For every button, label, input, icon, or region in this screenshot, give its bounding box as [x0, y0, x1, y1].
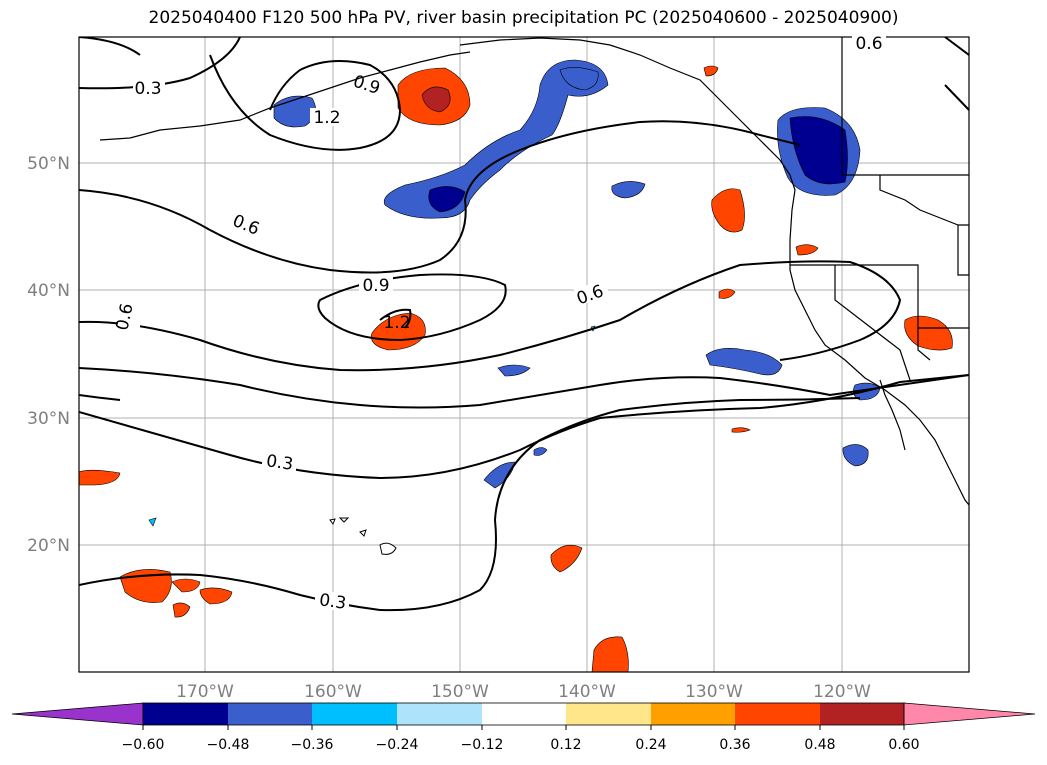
contour-label: 0.3: [318, 590, 348, 614]
precip-negative-patches: [148, 59, 881, 527]
pv-contours: [79, 37, 969, 612]
colorbar-swatch: [482, 703, 566, 725]
lon-label: 140°W: [558, 682, 616, 702]
contour-label-group: 0.3 0.9 1.2 0.6 0.6 0.9 1.2 0.6 0.6 0.3 …: [113, 34, 886, 614]
contour-label: 0.3: [134, 79, 161, 99]
contour-label: 0.9: [362, 276, 389, 296]
map-title: 2025040400 F120 500 hPa PV, river basin …: [148, 8, 899, 28]
colorbar-tick-label: 0.60: [888, 737, 919, 753]
colorbar-swatch: [312, 703, 397, 725]
lat-label: 30°N: [27, 409, 70, 429]
colorbar-extend-high: [903, 702, 1036, 726]
islands: [329, 517, 397, 555]
colorbar-swatch: [735, 703, 820, 725]
colorbar-swatch: [651, 703, 735, 725]
colorbar-swatch: [566, 703, 651, 725]
lon-label: 150°W: [431, 682, 489, 702]
colorbar-tick-label: −0.24: [376, 737, 419, 753]
colorbar-extend-low: [11, 702, 144, 726]
map-area: [79, 37, 969, 672]
colorbar-swatch: [143, 703, 228, 725]
lat-label: 50°N: [27, 154, 70, 174]
lon-labels: 170°W 160°W 150°W 140°W 130°W 120°W: [176, 682, 871, 702]
lat-label: 40°N: [27, 281, 70, 301]
colorbar-tick-label: −0.36: [291, 737, 334, 753]
lat-labels: 50°N 40°N 30°N 20°N: [27, 154, 70, 556]
precip-positive-patches: [79, 65, 953, 672]
lon-label: 130°W: [685, 682, 743, 702]
map-frame: [78, 36, 970, 673]
colorbar-tick-label: 0.12: [550, 737, 581, 753]
lat-label: 20°N: [27, 536, 70, 556]
colorbar-tick-label: −0.12: [461, 737, 504, 753]
lon-label: 120°W: [813, 682, 871, 702]
colorbar-tick-label: 0.48: [804, 737, 835, 753]
lon-label: 170°W: [176, 682, 234, 702]
colorbar-tick-label: 0.36: [719, 737, 750, 753]
contour-label: 0.6: [855, 34, 882, 54]
colorbar-tick-label: −0.48: [207, 737, 250, 753]
colorbar-tick-label: −0.60: [122, 737, 165, 753]
contour-label: 1.2: [383, 313, 410, 333]
contour-label: 1.2: [313, 108, 340, 128]
colorbar-swatch: [397, 703, 482, 725]
contour-label: 0.9: [351, 72, 383, 99]
lon-label: 160°W: [304, 682, 362, 702]
coastlines: [99, 37, 969, 506]
colorbar-swatch: [820, 703, 904, 725]
colorbar: −0.60 −0.48 −0.36 −0.24 −0.12 0.12 0.24 …: [11, 702, 1036, 753]
contour-label: 0.3: [265, 451, 295, 475]
colorbar-tick-label: 0.24: [635, 737, 666, 753]
colorbar-swatch: [228, 703, 312, 725]
